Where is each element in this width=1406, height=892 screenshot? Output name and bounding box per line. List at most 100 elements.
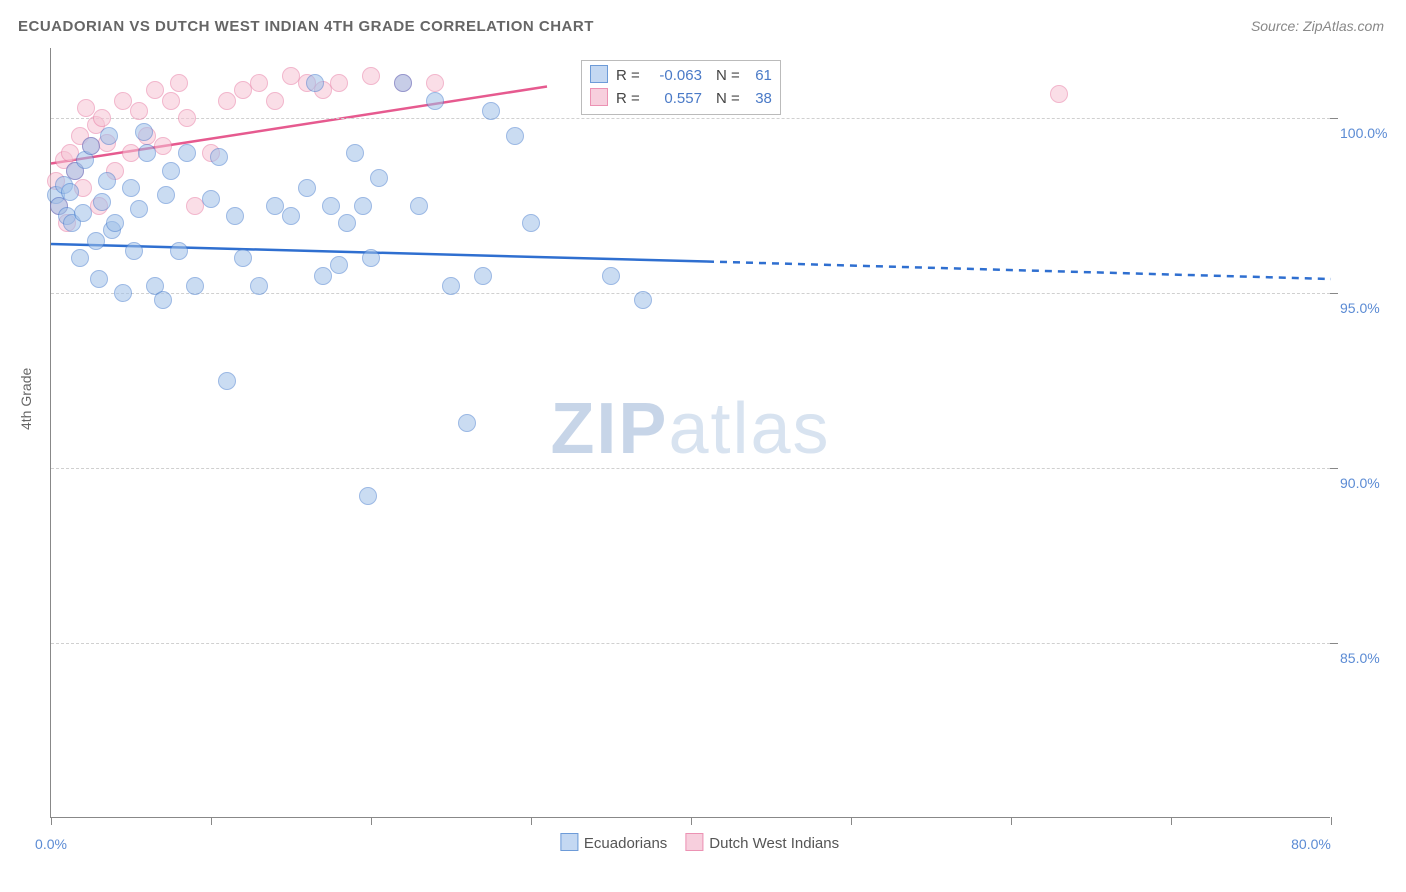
scatter-point	[234, 249, 252, 267]
x-tick	[1331, 817, 1332, 825]
x-tick	[531, 817, 532, 825]
scatter-point	[154, 137, 172, 155]
scatter-point	[330, 74, 348, 92]
scatter-point	[226, 207, 244, 225]
scatter-point	[474, 267, 492, 285]
scatter-point	[178, 144, 196, 162]
y-tick-label: 90.0%	[1340, 475, 1406, 491]
scatter-point	[130, 102, 148, 120]
scatter-point	[250, 74, 268, 92]
scatter-point	[157, 186, 175, 204]
scatter-point	[218, 372, 236, 390]
scatter-point	[210, 148, 228, 166]
scatter-point	[106, 214, 124, 232]
scatter-point	[266, 197, 284, 215]
gridline	[51, 118, 1330, 119]
scatter-point	[114, 92, 132, 110]
scatter-point	[482, 102, 500, 120]
scatter-point	[71, 249, 89, 267]
scatter-point	[338, 214, 356, 232]
scatter-point	[178, 109, 196, 127]
y-tick-label: 85.0%	[1340, 650, 1406, 666]
y-tick	[1330, 293, 1338, 294]
scatter-point	[61, 183, 79, 201]
scatter-point	[410, 197, 428, 215]
scatter-point	[122, 179, 140, 197]
scatter-point	[162, 92, 180, 110]
scatter-point	[170, 242, 188, 260]
x-tick	[1011, 817, 1012, 825]
legend-label: Ecuadorians	[584, 835, 667, 852]
scatter-point	[87, 232, 105, 250]
scatter-point	[98, 172, 116, 190]
scatter-point	[125, 242, 143, 260]
scatter-point	[93, 193, 111, 211]
scatter-point	[298, 179, 316, 197]
scatter-point	[442, 277, 460, 295]
scatter-point	[322, 197, 340, 215]
y-tick	[1330, 118, 1338, 119]
series-legend: Ecuadorians Dutch West Indians	[542, 833, 839, 852]
scatter-point	[506, 127, 524, 145]
x-tick	[851, 817, 852, 825]
scatter-point	[146, 81, 164, 99]
scatter-point	[77, 99, 95, 117]
y-tick-label: 95.0%	[1340, 300, 1406, 316]
y-tick	[1330, 643, 1338, 644]
scatter-point	[354, 197, 372, 215]
x-tick	[51, 817, 52, 825]
legend-row: R = 0.557N = 38	[590, 88, 772, 111]
scatter-plot-area: ZIPatlas R = -0.063N = 61R = 0.557N = 38…	[50, 48, 1330, 818]
regression-legend-box: R = -0.063N = 61R = 0.557N = 38	[581, 60, 781, 115]
legend-row: R = -0.063N = 61	[590, 65, 772, 88]
scatter-point	[394, 74, 412, 92]
scatter-point	[282, 207, 300, 225]
scatter-point	[90, 270, 108, 288]
scatter-point	[186, 277, 204, 295]
scatter-point	[330, 256, 348, 274]
legend-label: Dutch West Indians	[709, 835, 839, 852]
scatter-point	[1050, 85, 1068, 103]
scatter-point	[306, 74, 324, 92]
gridline	[51, 468, 1330, 469]
scatter-point	[522, 214, 540, 232]
scatter-point	[138, 144, 156, 162]
x-tick-label: 80.0%	[1291, 836, 1331, 852]
chart-title: ECUADORIAN VS DUTCH WEST INDIAN 4TH GRAD…	[18, 18, 594, 35]
scatter-point	[218, 92, 236, 110]
legend-swatch	[685, 833, 703, 851]
scatter-point	[602, 267, 620, 285]
scatter-point	[266, 92, 284, 110]
y-axis-title: 4th Grade	[18, 368, 34, 430]
y-tick-label: 100.0%	[1340, 125, 1406, 141]
gridline	[51, 643, 1330, 644]
scatter-point	[82, 137, 100, 155]
scatter-point	[250, 277, 268, 295]
scatter-point	[130, 200, 148, 218]
gridline	[51, 293, 1330, 294]
scatter-point	[359, 487, 377, 505]
scatter-point	[135, 123, 153, 141]
scatter-point	[426, 92, 444, 110]
scatter-point	[314, 267, 332, 285]
scatter-point	[202, 190, 220, 208]
source-attribution: Source: ZipAtlas.com	[1251, 18, 1384, 34]
x-tick	[1171, 817, 1172, 825]
scatter-point	[458, 414, 476, 432]
scatter-point	[370, 169, 388, 187]
y-tick	[1330, 468, 1338, 469]
scatter-point	[426, 74, 444, 92]
scatter-point	[114, 284, 132, 302]
scatter-point	[170, 74, 188, 92]
x-tick	[371, 817, 372, 825]
scatter-point	[74, 204, 92, 222]
scatter-point	[362, 67, 380, 85]
x-tick	[691, 817, 692, 825]
x-tick-label: 0.0%	[35, 836, 67, 852]
legend-swatch	[560, 833, 578, 851]
scatter-point	[162, 162, 180, 180]
scatter-point	[154, 291, 172, 309]
scatter-point	[100, 127, 118, 145]
scatter-point	[362, 249, 380, 267]
scatter-point	[346, 144, 364, 162]
